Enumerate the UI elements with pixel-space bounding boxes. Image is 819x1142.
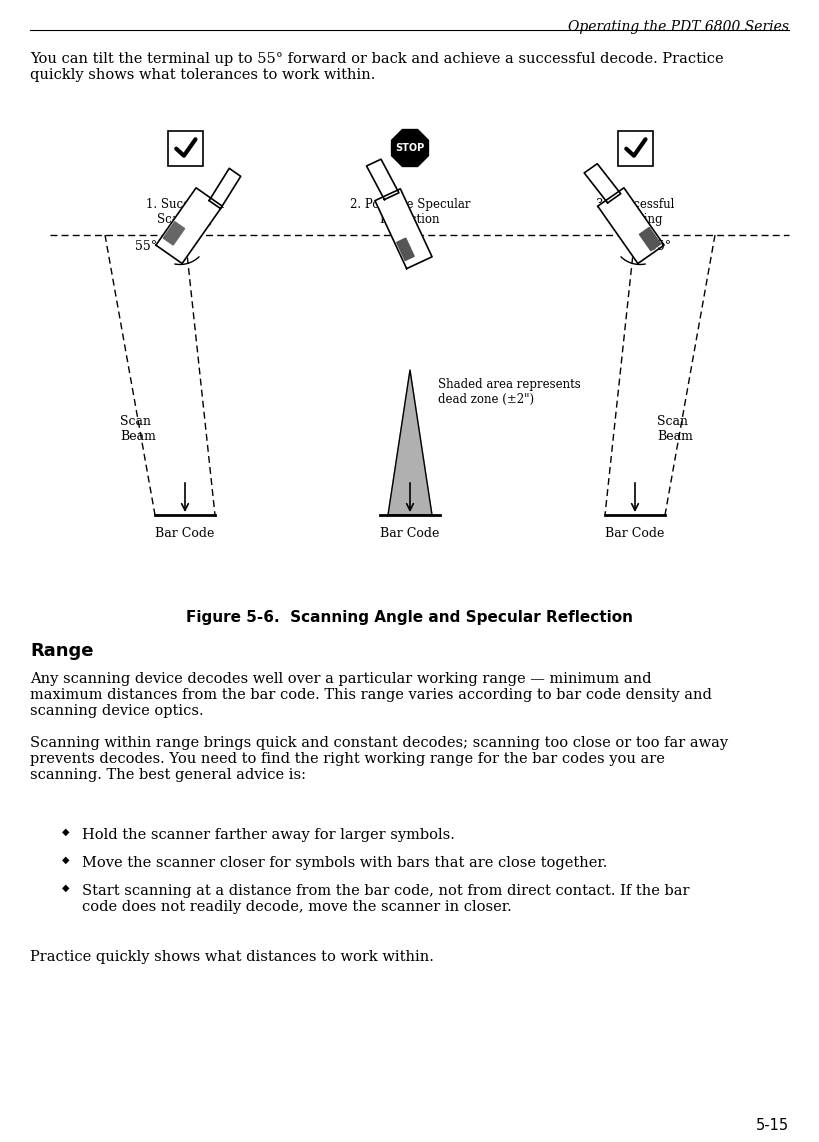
FancyBboxPatch shape [168,130,202,166]
Text: 1. Successful
Scanning: 1. Successful Scanning [146,198,224,226]
Text: 3. Successful
Scanning: 3. Successful Scanning [595,198,674,226]
Polygon shape [163,222,184,246]
Text: Bar Code: Bar Code [156,526,215,540]
Polygon shape [640,227,661,251]
Text: You can tilt the terminal up to 55° forward or back and achieve a successful dec: You can tilt the terminal up to 55° forw… [30,53,724,82]
Text: ◆: ◆ [62,828,70,837]
Text: ◆: ◆ [62,856,70,864]
Text: Operating the PDT 6800 Series: Operating the PDT 6800 Series [568,21,789,34]
Text: 55°: 55° [135,240,157,254]
Text: Scan
Beam: Scan Beam [657,415,693,443]
Text: Shaded area represents
dead zone (±2"): Shaded area represents dead zone (±2") [438,378,581,407]
Polygon shape [375,188,432,268]
Polygon shape [156,187,222,264]
Text: Hold the scanner farther away for larger symbols.: Hold the scanner farther away for larger… [82,828,455,842]
Text: Practice quickly shows what distances to work within.: Practice quickly shows what distances to… [30,950,434,964]
Text: Bar Code: Bar Code [605,526,665,540]
Polygon shape [396,239,414,260]
Text: Any scanning device decodes well over a particular working range — minimum and
m: Any scanning device decodes well over a … [30,671,712,718]
Text: STOP: STOP [396,143,424,153]
Polygon shape [209,168,241,209]
Text: Scan
Beam: Scan Beam [120,415,156,443]
Polygon shape [367,159,399,200]
Text: Start scanning at a distance from the bar code, not from direct contact. If the : Start scanning at a distance from the ba… [82,884,690,915]
Text: Range: Range [30,642,93,660]
FancyBboxPatch shape [618,130,653,166]
Text: Scanning within range brings quick and constant decodes; scanning too close or t: Scanning within range brings quick and c… [30,735,728,782]
Polygon shape [388,370,432,515]
Text: 5-15: 5-15 [756,1118,789,1133]
Text: Move the scanner closer for symbols with bars that are close together.: Move the scanner closer for symbols with… [82,856,608,870]
Text: 55°: 55° [649,240,671,254]
Text: Bar Code: Bar Code [380,526,440,540]
Polygon shape [584,163,621,203]
Text: ◆: ◆ [62,884,70,893]
Polygon shape [391,129,428,167]
Text: 2. Possible Specular
Reflection: 2. Possible Specular Reflection [350,198,470,226]
Polygon shape [598,187,664,264]
Text: Figure 5-6.  Scanning Angle and Specular Reflection: Figure 5-6. Scanning Angle and Specular … [187,610,634,625]
